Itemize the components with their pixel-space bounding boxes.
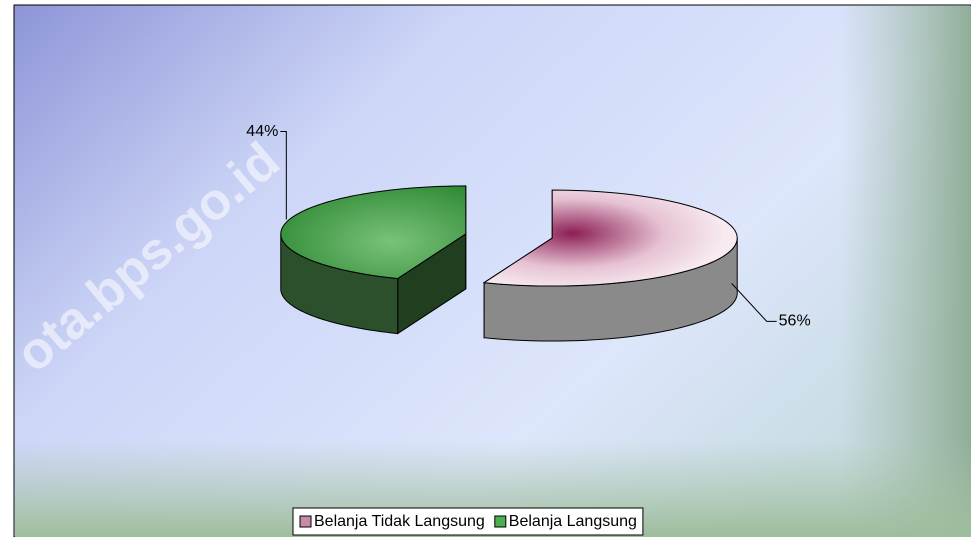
legend-swatch <box>494 515 507 528</box>
legend-box <box>292 507 644 536</box>
leader-line <box>280 131 287 220</box>
slice-top <box>280 185 467 280</box>
pie-slice <box>482 189 738 342</box>
data-label: 44% <box>246 123 278 140</box>
legend-label: Belanja Langsung <box>509 513 637 530</box>
slice-top <box>482 189 738 287</box>
legend: Belanja Tidak Langsung Belanja Langsung <box>292 507 644 536</box>
pie-slice <box>280 185 467 335</box>
legend-label: Belanja Tidak Langsung <box>314 513 485 530</box>
legend-swatch <box>299 515 312 528</box>
data-label: 56% <box>779 313 811 330</box>
leader-line <box>731 283 777 322</box>
pie: 56% 44% <box>246 123 811 342</box>
